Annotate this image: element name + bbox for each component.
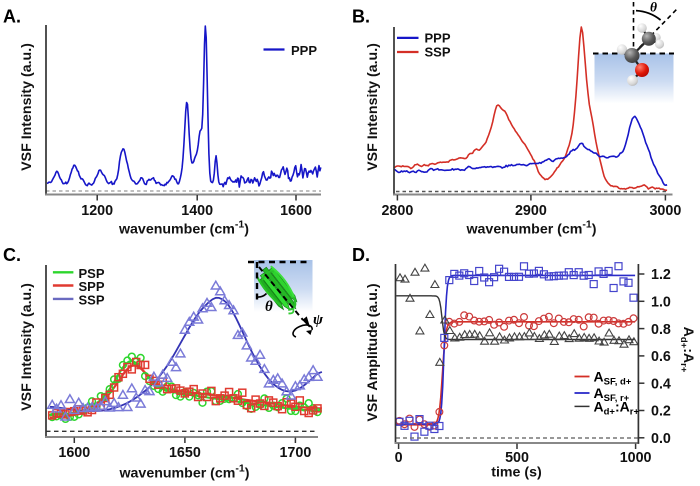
svg-text:500: 500	[505, 450, 529, 466]
svg-text:1200: 1200	[81, 203, 113, 219]
svg-text:2900: 2900	[515, 203, 547, 219]
svg-text:VSF Intensity (a.u.): VSF Intensity (a.u.)	[19, 283, 35, 411]
svg-text:time (s): time (s)	[491, 465, 542, 481]
svg-text:SSP: SSP	[79, 292, 105, 307]
svg-text:C.: C.	[3, 245, 21, 265]
svg-text:wavenumber (cm-1): wavenumber (cm-1)	[119, 463, 250, 482]
svg-text:1400: 1400	[181, 203, 213, 219]
svg-text:θ: θ	[650, 0, 657, 15]
svg-text:VSF Amplitude (a.u.): VSF Amplitude (a.u.)	[365, 283, 381, 421]
svg-text:VSF Intensity (a.u.): VSF Intensity (a.u.)	[19, 43, 35, 171]
svg-text:1650: 1650	[169, 445, 201, 461]
svg-text:wavenumber (cm-1): wavenumber (cm-1)	[466, 219, 597, 238]
svg-text:B.: B.	[352, 7, 370, 27]
svg-text:SPP: SPP	[79, 279, 105, 294]
svg-text:PPP: PPP	[425, 31, 451, 46]
svg-text:0.8: 0.8	[651, 322, 671, 338]
svg-text:3000: 3000	[649, 203, 681, 219]
svg-text:ψ: ψ	[313, 312, 324, 328]
svg-text:2800: 2800	[381, 203, 413, 219]
svg-text:SSP: SSP	[425, 45, 451, 60]
svg-text:1600: 1600	[58, 445, 90, 461]
svg-text:1700: 1700	[279, 445, 311, 461]
svg-text:Ad+:Ar+: Ad+:Ar+	[678, 327, 696, 373]
svg-text:VSF Intensity (a.u.): VSF Intensity (a.u.)	[365, 43, 381, 171]
svg-text:A.: A.	[3, 7, 21, 27]
svg-text:1.0: 1.0	[651, 295, 671, 311]
svg-text:1.2: 1.2	[651, 267, 671, 283]
svg-text:1000: 1000	[620, 450, 652, 466]
svg-text:0.2: 0.2	[651, 404, 671, 420]
svg-text:D.: D.	[352, 245, 370, 265]
svg-text:θ: θ	[265, 299, 273, 315]
svg-text:Ad+:Ar+: Ad+:Ar+	[594, 398, 640, 417]
svg-text:0.6: 0.6	[651, 349, 671, 365]
svg-text:1600: 1600	[280, 203, 312, 219]
svg-text:0: 0	[395, 450, 403, 466]
svg-text:0.0: 0.0	[651, 431, 671, 447]
svg-text:0.4: 0.4	[651, 376, 671, 392]
svg-text:PPP: PPP	[291, 43, 317, 58]
svg-text:PSP: PSP	[79, 266, 105, 281]
svg-text:wavenumber (cm-1): wavenumber (cm-1)	[118, 219, 249, 238]
